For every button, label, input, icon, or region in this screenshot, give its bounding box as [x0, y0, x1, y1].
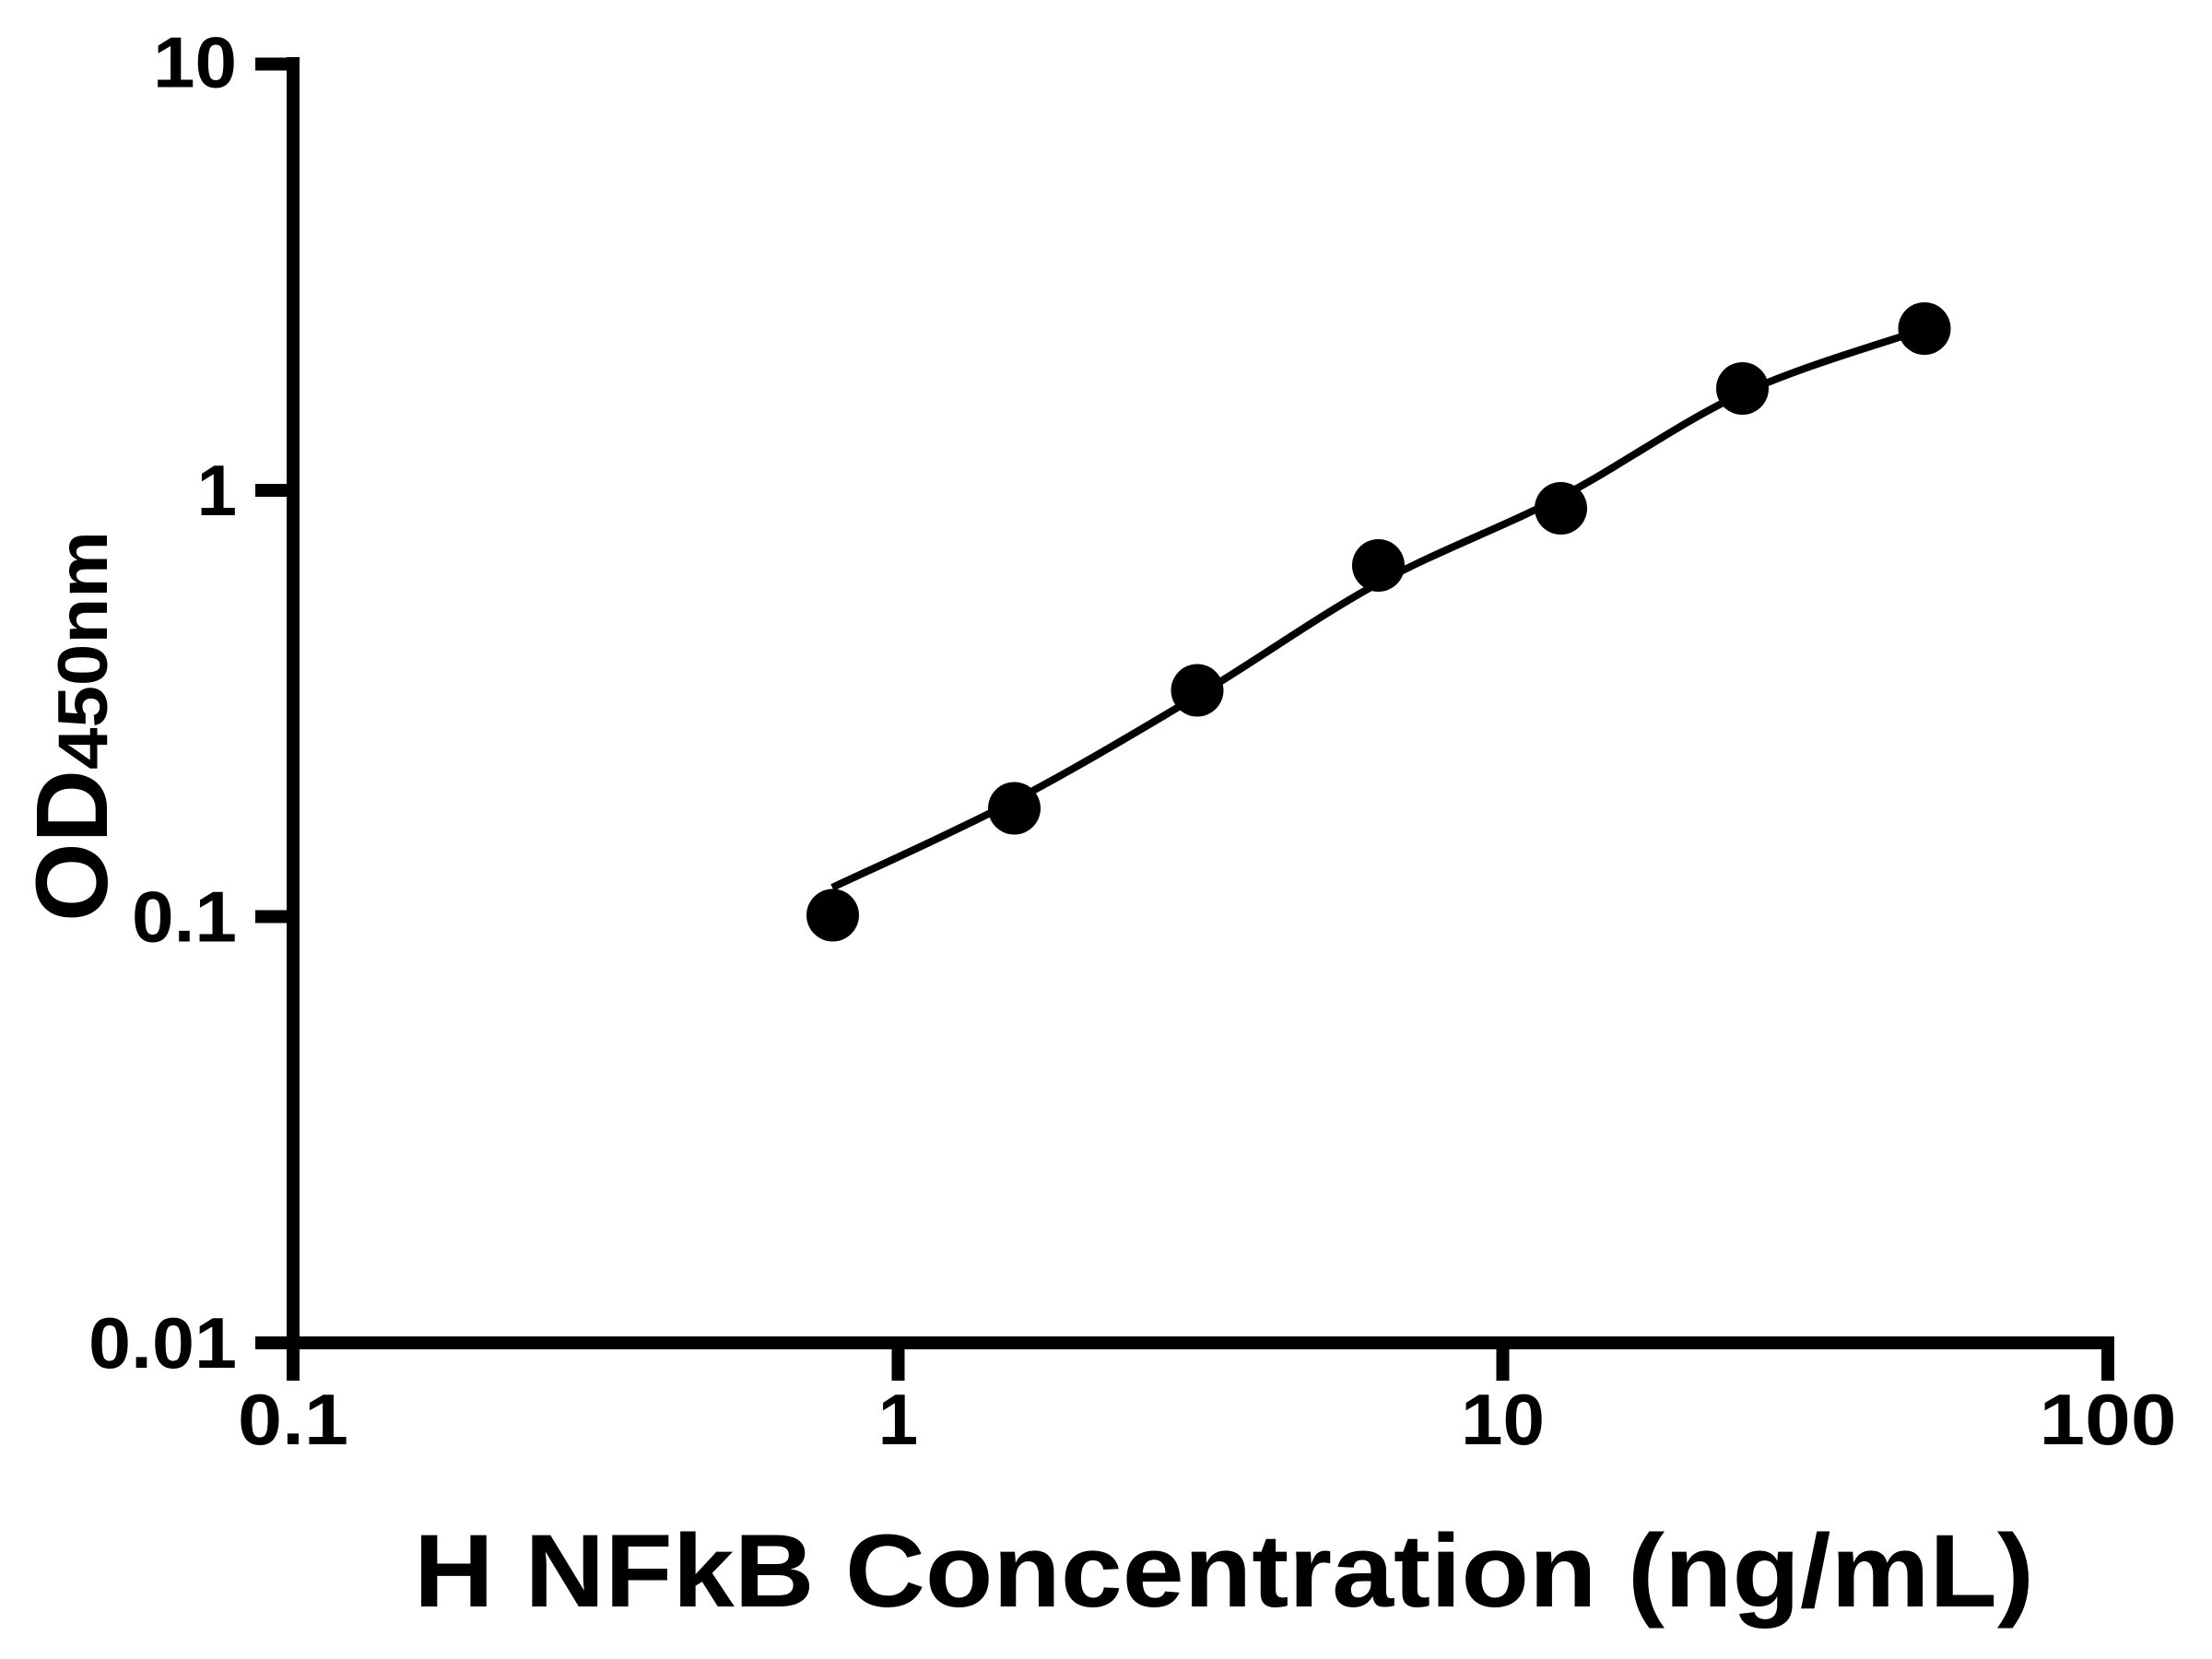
- svg-text:10: 10: [153, 22, 237, 103]
- svg-text:1: 1: [878, 1379, 918, 1460]
- svg-text:0.01: 0.01: [88, 1302, 237, 1383]
- svg-text:0.1: 0.1: [132, 877, 237, 958]
- svg-text:100: 100: [2040, 1379, 2177, 1460]
- svg-text:1: 1: [197, 450, 237, 531]
- svg-text:10: 10: [1461, 1379, 1545, 1460]
- svg-text:0.1: 0.1: [238, 1379, 348, 1460]
- svg-text:H NFkB Concentration (ng/mL): H NFkB Concentration (ng/mL): [414, 1513, 2034, 1629]
